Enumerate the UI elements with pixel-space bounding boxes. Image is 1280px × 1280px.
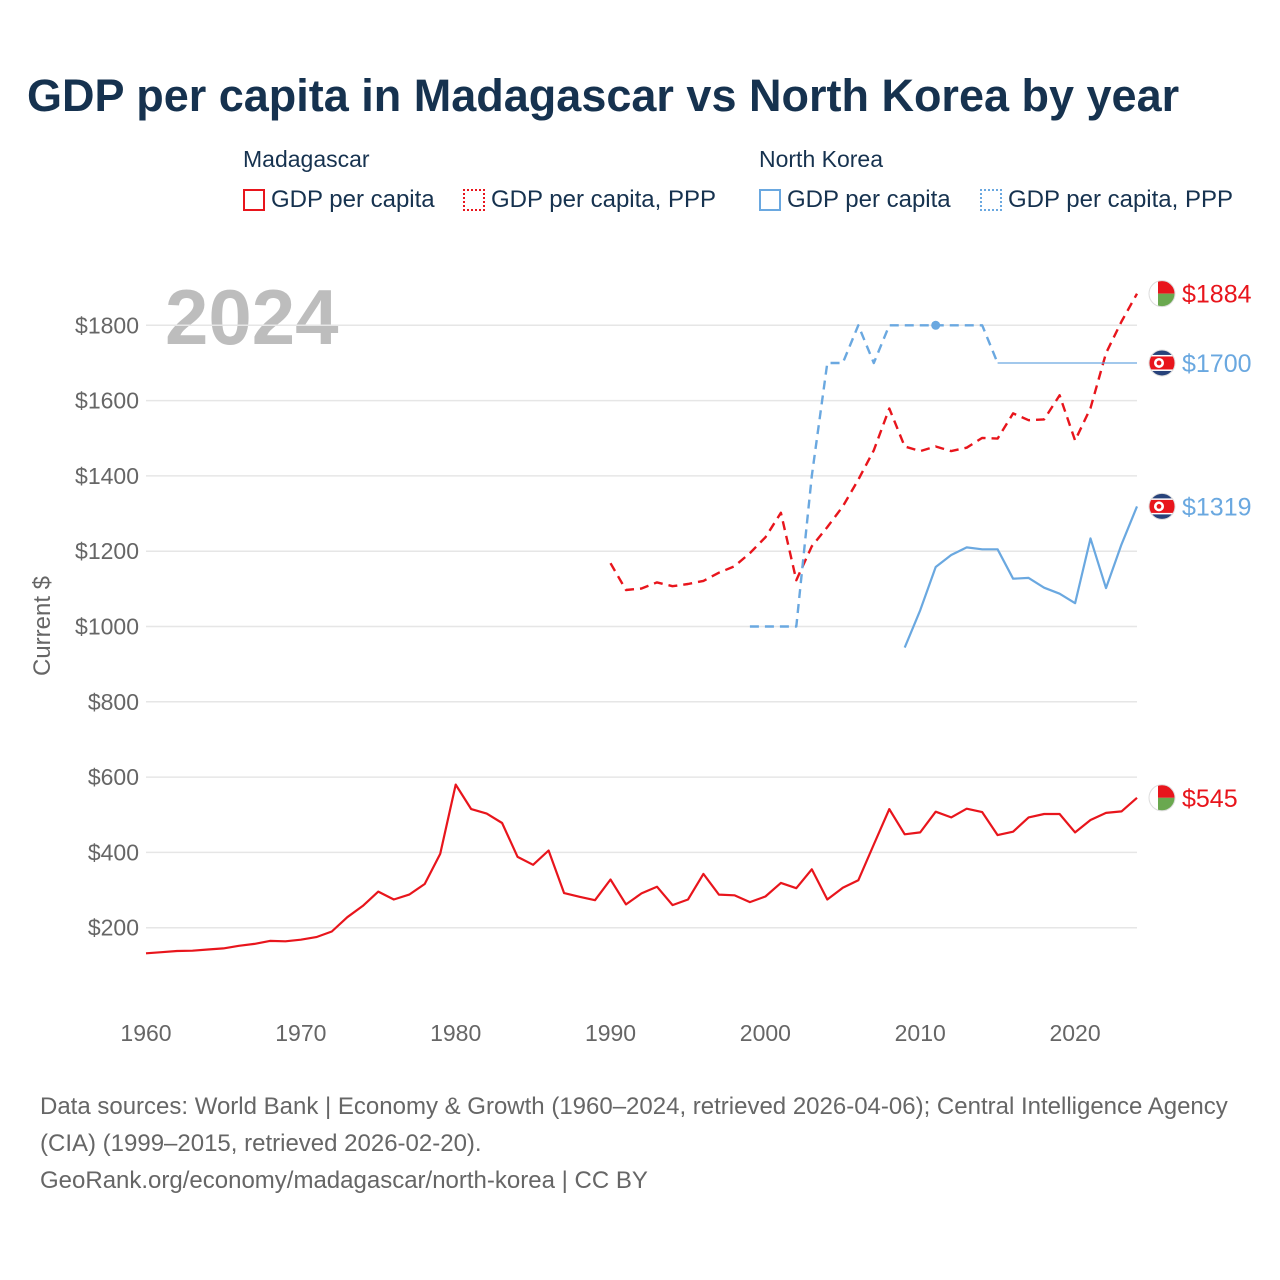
line-chart: $200 $400 $600 $800 $1000 $1200 $1400 $1600 $180… <box>29 280 1252 1046</box>
legend-group-madagascar: Madagascar <box>243 146 370 172</box>
x-tick-label: 2020 <box>1049 1020 1100 1046</box>
legend-item-madagascar-gdp-ppp[interactable]: GDP per capita, PPP <box>463 186 716 214</box>
highlight-point[interactable] <box>931 320 941 330</box>
legend-item-north-korea-gdp-ppp[interactable]: GDP per capita, PPP <box>980 186 1233 214</box>
y-tick-label: $1400 <box>75 463 139 489</box>
y-tick-label: $400 <box>88 839 139 865</box>
legend-label: GDP per capita, PPP <box>491 186 716 213</box>
legend-swatch-solid-icon <box>243 189 265 211</box>
series-line-3[interactable] <box>749 324 999 628</box>
series-end-label: $1884 <box>1182 281 1252 309</box>
current-year-label: 2024 <box>165 273 339 361</box>
legend-label: GDP per capita <box>271 186 435 213</box>
chart-title: GDP per capita in Madagascar vs North Ko… <box>27 70 1180 121</box>
series-line-2[interactable] <box>903 505 1139 649</box>
legend-label: GDP per capita <box>787 186 951 213</box>
y-tick-label: $1600 <box>75 388 139 414</box>
north-korea-flag-icon <box>1148 492 1176 520</box>
legend-label: GDP per capita, PPP <box>1008 186 1233 213</box>
legend-swatch-dotted-icon <box>463 189 485 211</box>
y-tick-label: $200 <box>88 915 139 941</box>
madagascar-flag-icon <box>1148 280 1176 308</box>
y-tick-label: $600 <box>88 764 139 790</box>
series-line-0[interactable] <box>145 783 1138 955</box>
data-sources: Data sources: World Bank | Economy & Gro… <box>40 1093 1228 1157</box>
series-end-label: $545 <box>1182 785 1238 813</box>
footer: Data sources: World Bank | Economy & Gro… <box>40 1088 1250 1199</box>
madagascar-flag-icon <box>1148 784 1176 812</box>
y-tick-label: $800 <box>88 689 139 715</box>
y-tick-label: $1000 <box>75 614 139 640</box>
y-axis-label: Current $ <box>29 576 56 676</box>
series-end-label: $1319 <box>1182 493 1252 521</box>
x-tick-label: 1960 <box>120 1020 171 1046</box>
legend-item-north-korea-gdp[interactable]: GDP per capita <box>759 186 951 214</box>
x-tick-label: 1990 <box>585 1020 636 1046</box>
x-tick-label: 2010 <box>895 1020 946 1046</box>
attribution-link[interactable]: GeoRank.org/economy/madagascar/north-kor… <box>40 1167 648 1194</box>
legend-group-north-korea: North Korea <box>759 146 884 172</box>
x-tick-label: 1970 <box>275 1020 326 1046</box>
series-line-1[interactable] <box>609 293 1139 592</box>
y-tick-label: $1800 <box>75 312 139 338</box>
x-tick-label: 2000 <box>740 1020 791 1046</box>
y-tick-label: $1200 <box>75 538 139 564</box>
legend-swatch-solid-icon <box>759 189 781 211</box>
series-end-label: $1700 <box>1182 350 1252 378</box>
legend-item-madagascar-gdp[interactable]: GDP per capita <box>243 186 435 214</box>
legend-swatch-dotted-icon <box>980 189 1002 211</box>
north-korea-flag-icon <box>1148 349 1176 377</box>
x-tick-label: 1980 <box>430 1020 481 1046</box>
